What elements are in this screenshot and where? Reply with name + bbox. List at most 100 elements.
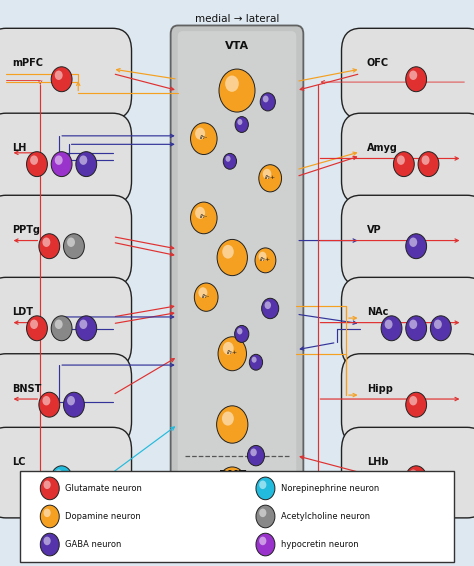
- Circle shape: [397, 156, 405, 165]
- Text: Norepinephrine neuron: Norepinephrine neuron: [281, 484, 379, 493]
- Circle shape: [237, 119, 242, 125]
- Circle shape: [44, 508, 51, 517]
- Circle shape: [218, 337, 246, 371]
- Circle shape: [381, 316, 402, 341]
- Circle shape: [51, 466, 72, 491]
- Circle shape: [191, 123, 217, 155]
- Text: LDT: LDT: [12, 307, 33, 318]
- Circle shape: [250, 448, 257, 456]
- Circle shape: [195, 207, 205, 219]
- Circle shape: [39, 234, 60, 259]
- Circle shape: [252, 357, 256, 363]
- Text: Ih+: Ih+: [264, 175, 276, 179]
- Circle shape: [217, 406, 248, 443]
- Circle shape: [76, 316, 97, 341]
- Circle shape: [418, 152, 439, 177]
- Circle shape: [237, 328, 242, 335]
- Circle shape: [263, 96, 269, 102]
- Text: Glutamate neuron: Glutamate neuron: [65, 484, 142, 493]
- Circle shape: [384, 320, 392, 329]
- FancyBboxPatch shape: [341, 28, 474, 119]
- Circle shape: [223, 342, 234, 355]
- FancyBboxPatch shape: [341, 277, 474, 368]
- FancyBboxPatch shape: [341, 354, 474, 444]
- FancyBboxPatch shape: [0, 113, 131, 204]
- Circle shape: [40, 505, 59, 528]
- Circle shape: [409, 320, 417, 329]
- Circle shape: [259, 165, 282, 192]
- Circle shape: [51, 152, 72, 177]
- Text: Ih-: Ih-: [202, 294, 210, 298]
- Circle shape: [64, 234, 84, 259]
- Circle shape: [30, 156, 38, 165]
- Text: BNST: BNST: [12, 384, 41, 394]
- Text: PPTg: PPTg: [12, 225, 40, 235]
- Circle shape: [393, 152, 414, 177]
- Text: medial → lateral: medial → lateral: [195, 14, 279, 24]
- Circle shape: [406, 67, 427, 92]
- Circle shape: [262, 298, 279, 319]
- Circle shape: [430, 316, 451, 341]
- Text: hypocretin neuron: hypocretin neuron: [281, 540, 358, 549]
- Circle shape: [223, 472, 234, 485]
- Circle shape: [67, 396, 75, 405]
- Circle shape: [218, 467, 246, 501]
- FancyBboxPatch shape: [0, 427, 131, 518]
- Circle shape: [249, 354, 263, 370]
- Circle shape: [27, 316, 47, 341]
- Text: Dopamine neuron: Dopamine neuron: [65, 512, 141, 521]
- Circle shape: [40, 533, 59, 556]
- Circle shape: [194, 283, 218, 311]
- Circle shape: [76, 152, 97, 177]
- Circle shape: [259, 537, 266, 545]
- Circle shape: [42, 238, 50, 247]
- Text: Ih+: Ih+: [227, 350, 238, 355]
- Circle shape: [191, 202, 217, 234]
- Circle shape: [225, 75, 239, 92]
- Circle shape: [235, 325, 249, 342]
- Text: LC: LC: [12, 457, 26, 468]
- Text: mPFC: mPFC: [12, 58, 43, 68]
- Circle shape: [247, 445, 264, 466]
- Circle shape: [226, 156, 230, 162]
- Circle shape: [30, 320, 38, 329]
- Circle shape: [409, 238, 417, 247]
- Circle shape: [51, 67, 72, 92]
- Circle shape: [64, 392, 84, 417]
- Text: OFC: OFC: [367, 58, 389, 68]
- Text: Amyg: Amyg: [367, 143, 398, 153]
- Text: VP: VP: [367, 225, 381, 235]
- Text: Ih+: Ih+: [260, 257, 271, 261]
- FancyBboxPatch shape: [341, 113, 474, 204]
- Circle shape: [256, 533, 275, 556]
- Circle shape: [255, 248, 276, 273]
- Circle shape: [409, 71, 417, 80]
- Circle shape: [42, 396, 50, 405]
- Circle shape: [223, 153, 237, 169]
- Text: Ih-: Ih-: [200, 215, 208, 219]
- Circle shape: [409, 396, 417, 405]
- Circle shape: [219, 69, 255, 112]
- Circle shape: [406, 466, 427, 491]
- FancyBboxPatch shape: [20, 471, 454, 562]
- Circle shape: [39, 392, 60, 417]
- Circle shape: [256, 477, 275, 500]
- Circle shape: [40, 477, 59, 500]
- Circle shape: [263, 169, 271, 179]
- Circle shape: [259, 508, 266, 517]
- FancyBboxPatch shape: [171, 25, 303, 524]
- Circle shape: [222, 411, 234, 426]
- Circle shape: [55, 71, 63, 80]
- FancyBboxPatch shape: [0, 277, 131, 368]
- Circle shape: [55, 320, 63, 329]
- Circle shape: [259, 481, 266, 489]
- Circle shape: [258, 252, 266, 261]
- Circle shape: [421, 156, 429, 165]
- Text: Hipp: Hipp: [367, 384, 392, 394]
- Circle shape: [79, 320, 87, 329]
- Circle shape: [406, 234, 427, 259]
- Text: NAc: NAc: [367, 307, 388, 318]
- FancyBboxPatch shape: [0, 354, 131, 444]
- Circle shape: [217, 239, 247, 276]
- FancyBboxPatch shape: [341, 427, 474, 518]
